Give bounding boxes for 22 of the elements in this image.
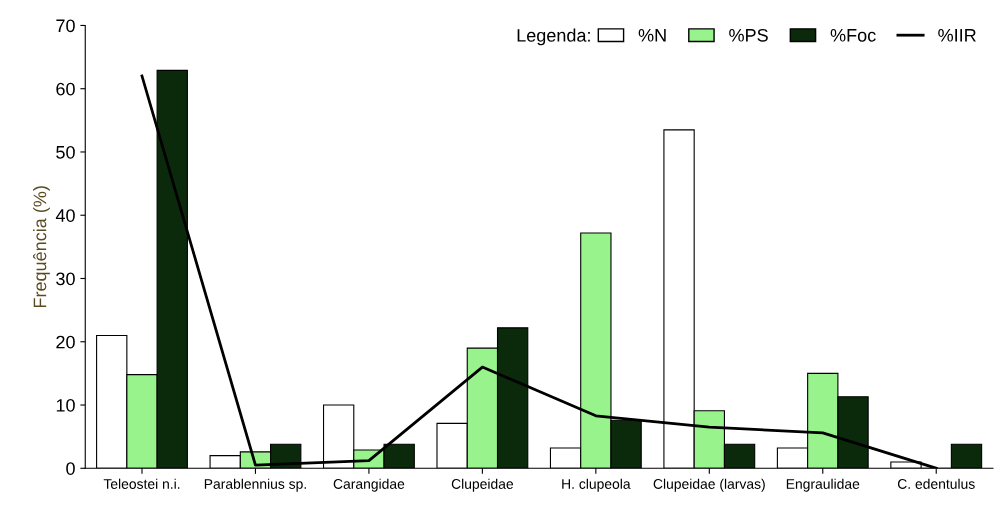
legend-label: %PS bbox=[729, 28, 768, 42]
x-tick-label: C. edentulus bbox=[897, 478, 975, 489]
y-tick-label: 40 bbox=[55, 209, 75, 222]
x-tick-label: Carangidae bbox=[333, 478, 405, 492]
y-tick-label: 0 bbox=[66, 462, 75, 475]
x-tick-label: Clupeidae (larvas) bbox=[653, 478, 765, 492]
x-tick-label: Engraulidae bbox=[786, 478, 860, 492]
legend-title: Legenda: bbox=[517, 28, 590, 46]
y-tick-label: 20 bbox=[56, 335, 75, 349]
legend-label: %N bbox=[638, 28, 666, 42]
y-tick-label: 50 bbox=[56, 145, 75, 159]
y-tick-label: 70 bbox=[56, 19, 75, 33]
y-tick-label: 30 bbox=[56, 272, 75, 286]
legend-label: %Foc bbox=[830, 28, 876, 42]
y-axis-title: Frequência (%) bbox=[33, 186, 50, 308]
legend-label: %IIR bbox=[938, 28, 976, 42]
x-tick-label: Teleostei n.i. bbox=[103, 478, 180, 489]
x-tick-label: Clupeidae bbox=[451, 478, 514, 492]
x-tick-label: H. clupeola bbox=[562, 478, 631, 492]
x-tick-label: Parablennius sp. bbox=[204, 478, 306, 492]
y-tick-label: 10 bbox=[56, 398, 75, 412]
y-tick-label: 60 bbox=[56, 82, 75, 96]
